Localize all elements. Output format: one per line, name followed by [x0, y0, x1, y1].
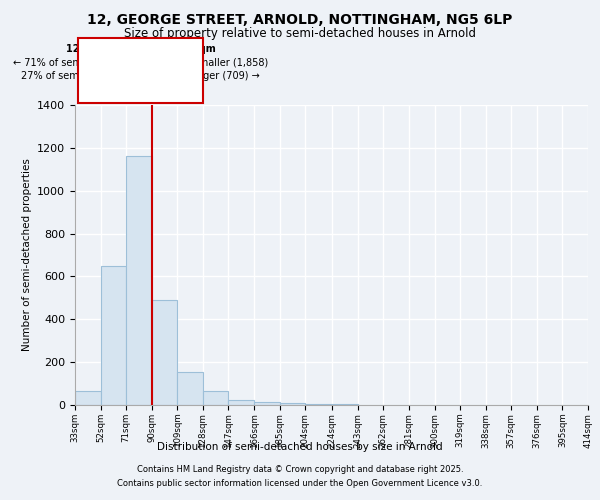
Bar	[332, 404, 358, 405]
Text: 12, GEORGE STREET, ARNOLD, NOTTINGHAM, NG5 6LP: 12, GEORGE STREET, ARNOLD, NOTTINGHAM, N…	[88, 12, 512, 26]
Text: 12 GEORGE STREET: 91sqm: 12 GEORGE STREET: 91sqm	[65, 44, 215, 54]
Text: Distribution of semi-detached houses by size in Arnold: Distribution of semi-detached houses by …	[157, 442, 443, 452]
Bar	[126, 156, 152, 405]
Bar	[152, 300, 178, 405]
Bar	[254, 402, 280, 405]
Bar	[305, 404, 332, 405]
Bar	[203, 391, 229, 405]
Text: Contains public sector information licensed under the Open Government Licence v3: Contains public sector information licen…	[118, 478, 482, 488]
Y-axis label: Number of semi-detached properties: Number of semi-detached properties	[22, 158, 32, 352]
Text: ← 71% of semi-detached houses are smaller (1,858): ← 71% of semi-detached houses are smalle…	[13, 58, 268, 68]
Bar	[280, 404, 305, 405]
Bar	[229, 400, 254, 405]
Bar	[178, 372, 203, 405]
Text: Size of property relative to semi-detached houses in Arnold: Size of property relative to semi-detach…	[124, 28, 476, 40]
Bar	[75, 391, 101, 405]
Text: Contains HM Land Registry data © Crown copyright and database right 2025.: Contains HM Land Registry data © Crown c…	[137, 465, 463, 474]
Text: 27% of semi-detached houses are larger (709) →: 27% of semi-detached houses are larger (…	[21, 71, 260, 81]
Bar	[101, 266, 126, 405]
